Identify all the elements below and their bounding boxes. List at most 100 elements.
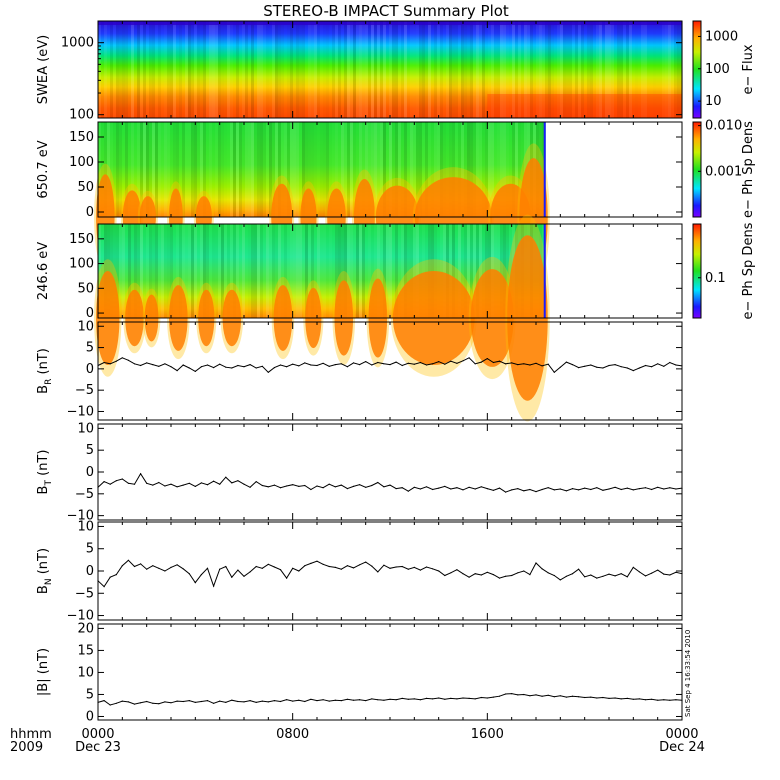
series-point [644,364,647,367]
spectrogram-texture [479,21,482,118]
spectrogram-texture [356,21,359,118]
spectrogram-texture [302,21,305,118]
spectrogram-texture [350,224,353,318]
spectrogram-texture [365,122,368,217]
series-point [188,482,190,484]
series-point [267,563,269,565]
spectrogram-texture [449,21,452,118]
spectrogram-texture [251,224,254,318]
series-point [632,489,634,491]
spectrogram-texture [266,224,269,318]
spectrogram-texture [431,21,434,118]
series-point [109,576,111,578]
spectrogram-texture [296,122,299,217]
spectrogram-texture [245,122,248,217]
spectrogram-texture [449,122,452,217]
series-point [231,576,233,578]
series-point [237,700,239,703]
series-point [279,569,282,571]
series-point [632,698,634,700]
series-point [395,699,397,701]
series-point [486,571,488,573]
series-point [188,700,190,702]
spectrogram-texture [563,21,566,118]
time-tick-label: 0000 [665,727,698,742]
spectrogram-texture [500,224,503,318]
series-point [304,700,306,703]
series-point [638,367,641,369]
spectrogram-texture [548,21,551,118]
series-point [425,697,428,700]
spectrogram-texture [251,122,254,217]
series-point [395,488,397,490]
spectrogram-texture [251,21,254,118]
spectrogram-texture [473,122,476,217]
spectrogram-ytick-label: 100 [69,257,94,272]
spectrogram-texture [200,21,203,118]
spectrogram-ylabel: SWEA (eV) [36,35,51,104]
series-point [584,487,586,489]
spectrogram-texture [347,224,350,318]
spectrogram-texture [524,21,527,118]
spectrogram-band [487,94,682,118]
series-point [498,360,501,362]
colorbar-label: e− Flux [741,44,756,94]
series-point [267,486,269,488]
series-point [182,700,184,703]
spectrogram-texture [257,21,260,118]
series-point [255,565,257,568]
spectrogram-texture [317,224,320,318]
series-point [206,364,209,366]
spectrogram-texture [626,21,629,118]
spectrogram-texture [176,122,179,217]
series-point [164,570,166,572]
series-point [389,484,391,486]
series-point [590,364,592,366]
series-point [571,488,574,490]
series-point [523,570,525,572]
series-point [675,364,677,366]
series-point [334,699,336,701]
series-point [340,568,342,570]
series-point [413,698,415,700]
spectrogram-texture [422,21,425,118]
series-point [401,565,403,568]
series-point [383,564,385,566]
series-point [529,364,531,366]
series-point [328,565,330,568]
series-point [273,700,275,702]
series-point [255,481,257,483]
series-point [298,485,300,487]
series-point [213,480,215,482]
series-point [438,697,440,699]
spectrogram-texture [590,21,593,118]
series-point [608,573,610,575]
series-point [140,563,142,565]
spectrogram-texture [179,224,182,318]
series-point [365,561,367,563]
spectrogram-texture [185,122,188,217]
series-point [535,562,537,564]
spectrogram-texture [203,122,206,217]
series-point [188,573,190,575]
spectrogram-texture [347,122,350,217]
spectrogram-texture [203,21,206,118]
spectrogram-texture [419,21,422,118]
spectrogram-texture [398,122,401,217]
spectrogram-texture [662,21,665,118]
spectrogram-texture [410,122,413,217]
spectrogram-texture [431,224,434,318]
series-point [146,362,148,364]
spectrogram-texture [170,21,173,118]
spectrogram-texture [137,21,140,118]
plot-title: STEREO-B IMPACT Summary Plot [263,2,509,20]
spectrogram-texture [350,122,353,217]
spectrogram-ytick-label: 0 [86,205,94,220]
spectrogram-texture [401,21,404,118]
spectrogram-edge [543,122,546,217]
spectrogram-texture [530,21,533,118]
spectrogram-texture [377,21,380,118]
spectrogram-texture [275,21,278,118]
spectrogram-texture [248,21,251,118]
spectrogram-texture [506,224,509,318]
